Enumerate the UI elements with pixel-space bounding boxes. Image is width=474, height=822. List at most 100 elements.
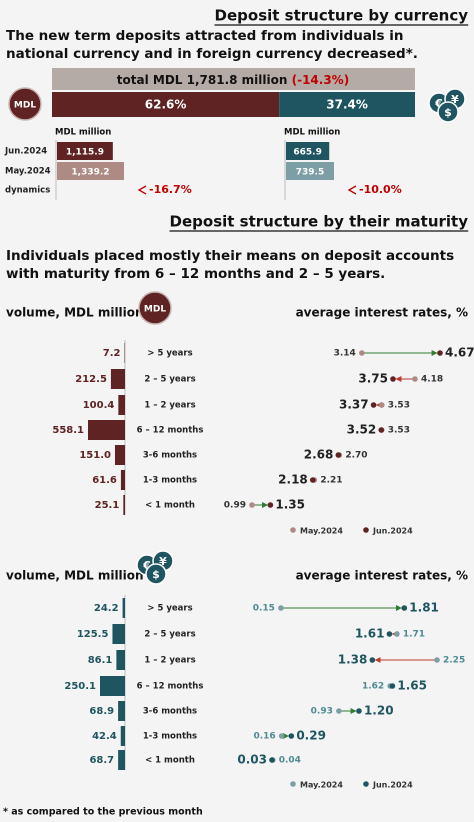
may-rate-label: 0.93 (311, 707, 333, 717)
share-label: 62.6% (145, 98, 187, 112)
may-rate-label: 0.15 (253, 604, 275, 614)
volume-bar (120, 726, 125, 746)
category-label: < 1 month (145, 501, 195, 511)
legend-label: Jun.2024 (372, 527, 413, 536)
may-dot (278, 733, 285, 739)
jun-rate-label: 3.37 (339, 398, 369, 412)
jun-dot (288, 733, 295, 739)
coin (145, 563, 167, 585)
jun-rate-label: 1.81 (409, 601, 439, 615)
currency-subtitle: The new term deposits attracted from ind… (6, 27, 446, 63)
category-label: 1 – 2 years (144, 656, 195, 666)
currency-bar (286, 162, 334, 180)
legend-dot (363, 781, 369, 787)
jun-rate-label: 1.35 (275, 498, 305, 512)
total-bar (52, 68, 415, 90)
total-change: (-14.3%) (292, 73, 350, 87)
volume-bar (118, 701, 125, 721)
may-dot (378, 402, 385, 408)
jun-rate-label: 1.38 (338, 653, 368, 667)
may-dot (249, 502, 255, 508)
legend-dot (290, 781, 296, 787)
volume-bar (110, 369, 125, 389)
jun-rate-label: 1.61 (355, 627, 385, 641)
category-label: 2 – 5 years (144, 630, 195, 640)
may-rate-label: 1.62 (362, 682, 384, 692)
share-bar (279, 92, 415, 117)
dyn-arrow (347, 185, 357, 195)
may-dot (394, 631, 400, 637)
legend-label: Jun.2024 (372, 781, 413, 790)
category-label: 2 – 5 years (144, 375, 195, 385)
jun-rate-label: 0.29 (296, 729, 326, 743)
jun-dot (389, 683, 396, 689)
volume-label: 100.4 (83, 400, 115, 411)
volume-bar (118, 750, 125, 770)
volume-bar (123, 495, 125, 515)
coin-symbol: € (434, 97, 443, 110)
total-label: total MDL 1,781.8 million (-14.3%) (117, 73, 349, 87)
jun-rate-label: 0.03 (237, 753, 267, 767)
currency-bar-label: 1,339.2 (71, 168, 109, 178)
volume-label: 86.1 (88, 655, 113, 666)
volume-label: 7.2 (103, 348, 121, 359)
jun-rate-label: 3.52 (347, 423, 377, 437)
volume-label: 151.0 (79, 450, 111, 461)
dynamics: -10.0% (359, 183, 402, 196)
volume-bar (116, 650, 125, 670)
volume-bar (120, 470, 125, 490)
mdl-badge (8, 87, 42, 121)
category-label: 3-6 months (143, 707, 197, 717)
maturity-subtitle: Individuals placed mostly their means on… (6, 248, 455, 282)
volume-label: 68.9 (89, 706, 114, 717)
section-title: Deposit structure by their maturity (170, 213, 469, 231)
volume-bar (100, 676, 125, 696)
volume-label: 25.1 (95, 500, 120, 511)
jun-dot (309, 477, 316, 483)
category-label: 6 – 12 months (137, 426, 204, 436)
jun-dot (356, 708, 362, 714)
may-dot (336, 708, 342, 714)
footnote: * as compared to the previous month (3, 807, 203, 818)
mdl-badge-text: MDL (14, 101, 36, 111)
section-title: Deposit structure by currency (215, 7, 469, 25)
legend-dot (363, 527, 369, 533)
currency-bar-label: 1,115.9 (66, 148, 104, 158)
category-label: 6 – 12 months (137, 682, 204, 692)
volume-label: 212.5 (75, 374, 107, 385)
currency-bar (57, 142, 113, 160)
volume-bar (114, 445, 125, 465)
coin-symbol: $ (152, 568, 160, 581)
share-label: 37.4% (326, 98, 368, 112)
may-rate-label: 2.70 (345, 451, 367, 461)
may-rate-label: 0.04 (279, 756, 301, 766)
rates-header: average interest rates, % (296, 306, 468, 320)
category-label: > 5 years (147, 349, 192, 359)
total-amount: total MDL 1,781.8 million (117, 73, 288, 87)
category-label: > 5 years (147, 604, 192, 614)
may-dot (359, 350, 365, 356)
jun-dot (378, 427, 385, 433)
coin (437, 101, 459, 123)
unit-label: MDL million (55, 128, 111, 138)
coin-symbol: ¥ (159, 555, 167, 568)
may-dot (412, 376, 418, 382)
jun-dot (335, 452, 342, 458)
legend-label: May.2024 (300, 527, 343, 536)
legend-label: May.2024 (300, 781, 343, 790)
dyn-arrow (137, 185, 147, 195)
jun-rate-label: 1.20 (364, 704, 394, 718)
may-rate-label: 3.14 (334, 349, 356, 359)
coin-symbol: ¥ (451, 93, 459, 106)
jun-dot (267, 502, 274, 508)
currency-bar-label: 665.9 (293, 148, 321, 158)
may-dot (434, 657, 440, 663)
may-rate-label: 3.53 (388, 401, 410, 411)
may-rate-label: 1.71 (403, 630, 425, 640)
category-label: 1-3 months (143, 732, 197, 742)
volume-label: 68.7 (89, 755, 114, 766)
jun-dot (370, 402, 377, 408)
coin-symbol: $ (444, 106, 452, 119)
volume-bar (118, 395, 125, 415)
